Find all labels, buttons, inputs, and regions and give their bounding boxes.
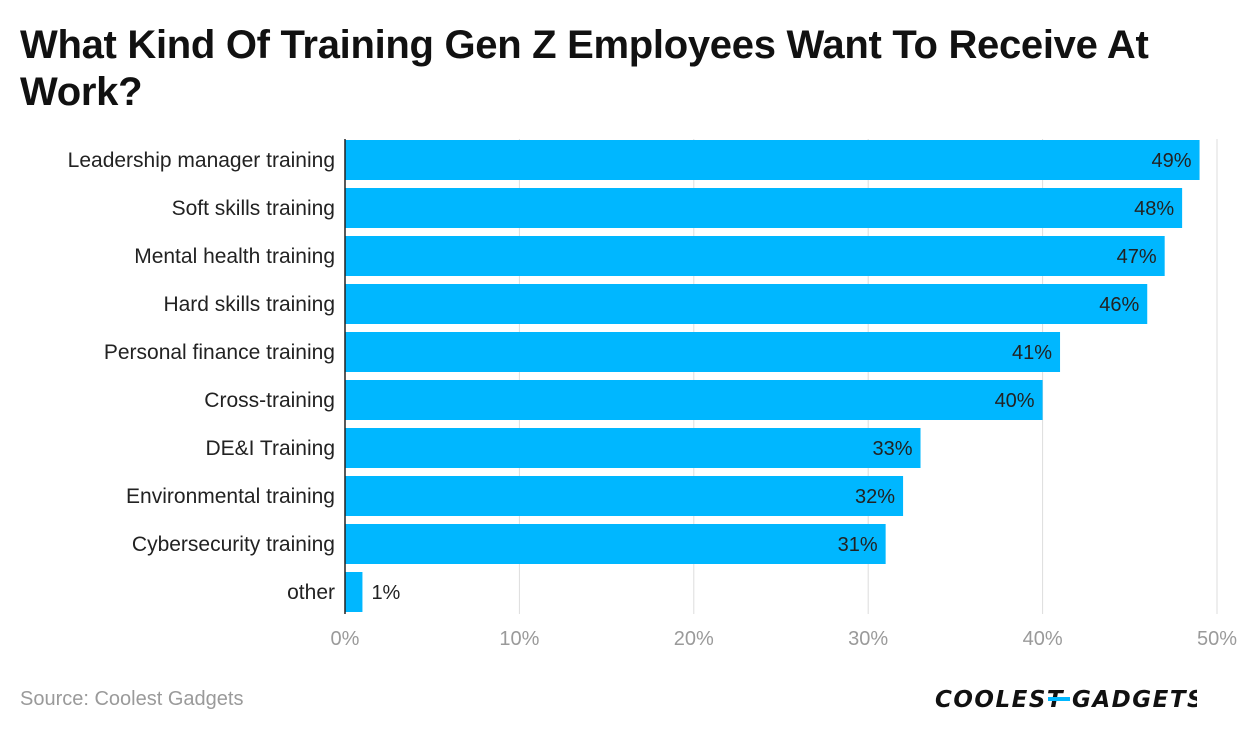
- category-label: Hard skills training: [163, 293, 335, 316]
- source-note: Source: Coolest Gadgets: [20, 688, 244, 710]
- category-label: Environmental training: [126, 485, 335, 508]
- category-label: DE&I Training: [205, 437, 335, 460]
- x-tick-label: 0%: [331, 628, 360, 650]
- category-label: Mental health training: [134, 245, 335, 268]
- value-label: 41%: [1012, 342, 1052, 364]
- bar-2: [345, 188, 1183, 228]
- coolest-gadgets-logo: COOLEST GADGETS: [935, 687, 1197, 713]
- value-label: 48%: [1134, 198, 1174, 220]
- chart-title: What Kind Of Training Gen Z Employees Wa…: [20, 23, 1149, 114]
- bar-9: [345, 524, 886, 564]
- bar-8: [345, 476, 904, 516]
- svg-text:GADGETS: GADGETS: [1072, 687, 1197, 713]
- value-label: 33%: [872, 438, 912, 460]
- bar-7: [345, 428, 921, 468]
- bar-6: [345, 380, 1043, 420]
- category-label: Soft skills training: [172, 197, 335, 220]
- x-tick-label: 10%: [499, 628, 539, 650]
- value-label: 49%: [1152, 150, 1192, 172]
- x-tick-label: 40%: [1023, 628, 1063, 650]
- bar-4: [345, 284, 1148, 324]
- value-label: 40%: [995, 390, 1035, 412]
- value-label: 31%: [838, 534, 878, 556]
- category-label: Leadership manager training: [68, 149, 335, 172]
- bar-5: [345, 332, 1061, 372]
- bar-10: [345, 572, 363, 612]
- category-label: Personal finance training: [104, 341, 335, 364]
- x-tick-label: 30%: [848, 628, 888, 650]
- bar-3: [345, 236, 1165, 276]
- x-tick-label: 20%: [674, 628, 714, 650]
- x-tick-label: 50%: [1197, 628, 1237, 650]
- svg-text:COOLEST: COOLEST: [935, 687, 1065, 713]
- value-label: 1%: [371, 582, 400, 604]
- category-label: Cybersecurity training: [132, 533, 335, 556]
- value-label: 47%: [1117, 246, 1157, 268]
- value-label: 46%: [1099, 294, 1139, 316]
- bar-1: [345, 140, 1200, 180]
- value-label: 32%: [855, 486, 895, 508]
- category-label: other: [287, 581, 335, 604]
- category-label: Cross-training: [204, 389, 335, 412]
